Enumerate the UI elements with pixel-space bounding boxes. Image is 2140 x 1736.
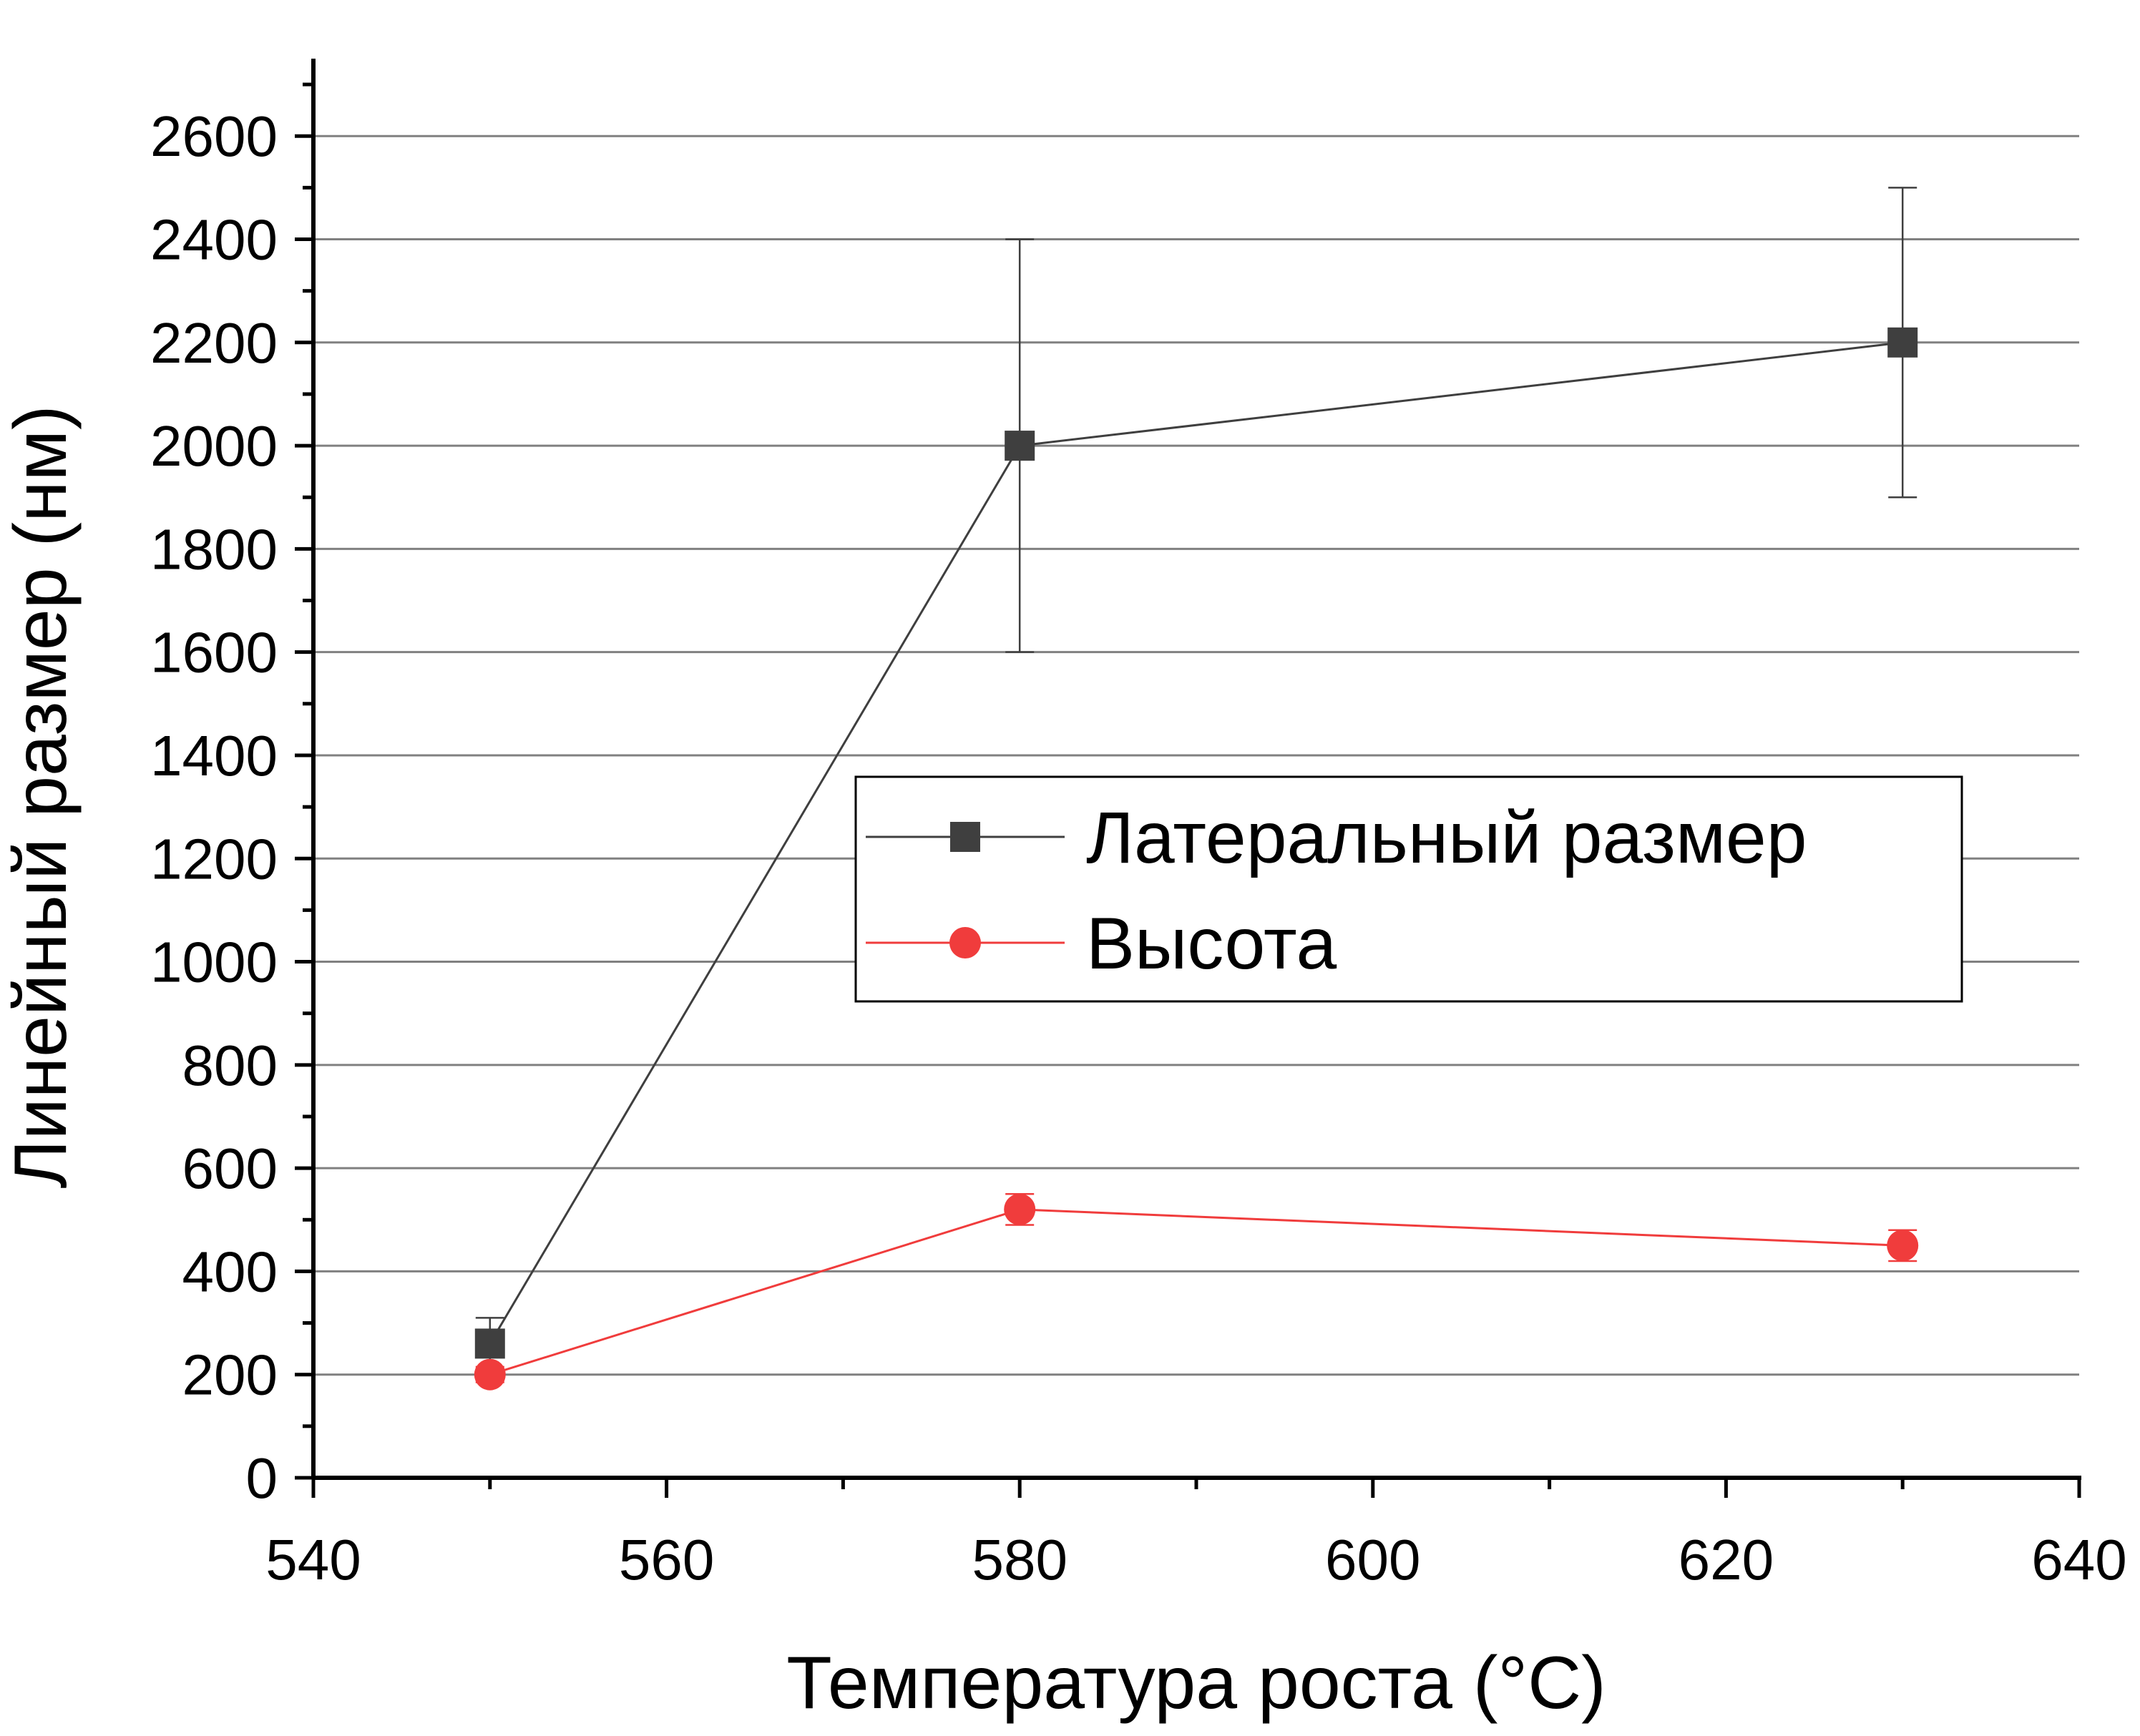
y-axis-title: Линейный размер (нм) <box>0 405 82 1188</box>
y-tick-label-2600: 2600 <box>150 104 278 168</box>
y-tick-label-400: 400 <box>182 1240 278 1303</box>
y-tick-label-1000: 1000 <box>150 931 278 994</box>
series-1-point-1 <box>1005 431 1035 461</box>
series-1-point-2 <box>1887 327 1918 358</box>
x-axis-title: Температура роста (°C) <box>786 1642 1606 1725</box>
series-2 <box>474 1192 1919 1391</box>
y-tick-label-2200: 2200 <box>150 311 278 375</box>
y-tick-label-200: 200 <box>182 1343 278 1407</box>
series-2-point-0 <box>474 1358 506 1391</box>
y-tick-label-1600: 1600 <box>150 621 278 685</box>
x-tick-label-580: 580 <box>972 1528 1067 1592</box>
y-tick-label-1200: 1200 <box>150 827 278 891</box>
tick-labels: 0 200 400 600 800 1000 1200 1400 1600 1800 2000 220… <box>150 104 2127 1592</box>
x-tick-label-600: 600 <box>1325 1528 1420 1592</box>
tick-marks <box>295 82 2081 1498</box>
series-1-point-0 <box>474 1328 505 1359</box>
y-tick-label-0: 0 <box>246 1446 278 1510</box>
legend-marker-2 <box>949 927 981 958</box>
x-tick-label-620: 620 <box>1679 1528 1774 1592</box>
y-tick-label-1400: 1400 <box>150 724 278 788</box>
series-layer <box>474 187 1919 1391</box>
legend-label-2: Высота <box>1086 903 1337 984</box>
x-tick-label-560: 560 <box>619 1528 714 1592</box>
y-tick-label-2000: 2000 <box>150 414 278 478</box>
series-2-point-2 <box>1887 1230 1919 1262</box>
gridlines <box>313 134 2079 1376</box>
series-1 <box>474 187 1918 1370</box>
y-tick-label-1800: 1800 <box>150 517 278 581</box>
x-tick-label-540: 540 <box>265 1528 361 1592</box>
legend-label-1: Латеральный размер <box>1086 797 1807 878</box>
series-2-point-1 <box>1004 1193 1036 1225</box>
legend-box <box>854 775 1963 1003</box>
x-tick-label-640: 640 <box>2031 1528 2126 1592</box>
legend-marker-1 <box>950 822 980 852</box>
y-tick-label-800: 800 <box>182 1034 278 1097</box>
y-tick-label-2400: 2400 <box>150 208 278 272</box>
legend: Латеральный размер Высота <box>854 775 1963 1003</box>
y-tick-label-600: 600 <box>182 1137 278 1200</box>
